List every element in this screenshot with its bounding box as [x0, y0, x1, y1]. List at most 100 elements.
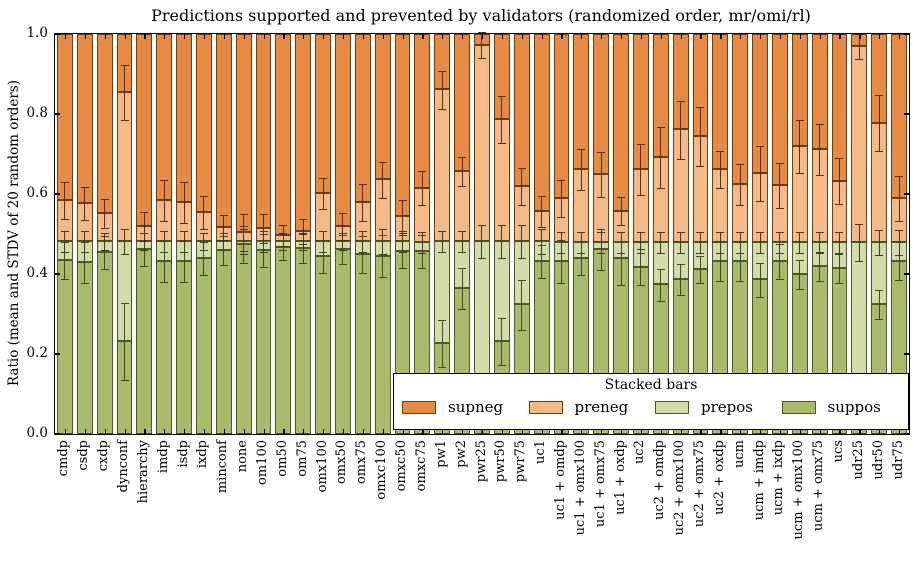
bar-segment-supneg [275, 34, 292, 236]
error-bar-preneg-top [617, 197, 625, 227]
y-tick-right [904, 433, 909, 435]
x-tick-bottom [64, 429, 67, 434]
x-tick-bottom [283, 429, 285, 434]
x-tick-top [760, 34, 762, 39]
error-bar-prepos-top [577, 231, 586, 254]
stacked-bar [194, 34, 214, 434]
error-bar-preneg-top [398, 200, 407, 234]
bar-segment-supneg [156, 34, 173, 200]
error-bar-preneg-top [855, 33, 864, 61]
x-tick-label-text: pwr50 [493, 440, 509, 483]
legend-entry-supneg: supneg [398, 398, 525, 416]
error-bar-suppos-top [756, 262, 765, 298]
x-tick-top [203, 34, 206, 39]
bar-segment-supneg [513, 34, 530, 186]
x-tick-label-text: udr75 [890, 440, 906, 480]
stacked-bar [869, 34, 889, 434]
chart-title: Predictions supported and prevented by v… [151, 6, 811, 25]
bar-segment-supneg [335, 34, 351, 226]
stacked-bar [333, 34, 353, 434]
error-bar-prepos-top [716, 231, 725, 254]
error-bar-prepos-top [597, 231, 606, 254]
legend-entries: supneg preneg prepos suppos [394, 398, 908, 416]
error-bar-prepos-top [736, 231, 745, 254]
x-tick-bottom [581, 429, 583, 434]
error-bar-preneg-top [358, 184, 367, 222]
x-tick-label-text: pwr25 [473, 440, 489, 483]
x-tick-top [740, 34, 742, 39]
x-tick-label-text: ixdp [195, 440, 211, 469]
x-tick-label-text: uc2 + omdp [652, 440, 668, 520]
stacked-bar [154, 34, 174, 434]
stacked-bar [790, 34, 810, 434]
error-bar-prepos-top [517, 224, 526, 259]
error-bar-prepos-top [656, 231, 665, 254]
x-tick-top [323, 34, 325, 39]
error-bar-preneg-top [517, 167, 526, 207]
x-tick-label-text: ucm + omx100 [791, 440, 807, 540]
error-bar-preneg-top [775, 162, 784, 209]
legend-entry-suppos: suppos [778, 398, 905, 416]
error-bar-suppos-top [795, 260, 804, 291]
y-tick-label: 0.4 [26, 265, 48, 281]
x-tick-label-text: ucm + ixdp [771, 440, 787, 516]
x-tick-bottom [799, 429, 801, 434]
error-bar-prepos-top [537, 228, 546, 255]
bar-segment-suppos [57, 260, 73, 434]
x-tick-bottom [621, 429, 623, 434]
x-tick-top [799, 34, 801, 39]
x-tick-bottom [819, 429, 821, 434]
bar-segment-suppos [354, 254, 371, 434]
x-tick-bottom [640, 429, 643, 434]
error-bar-suppos-top [815, 252, 824, 282]
y-tick-right [904, 273, 909, 275]
error-bar-preneg-top [875, 95, 884, 153]
error-bar-preneg-top [279, 225, 288, 248]
x-tick-bottom [402, 429, 404, 434]
legend-entry-label: suppos [827, 398, 881, 416]
x-tick-bottom [124, 429, 126, 434]
x-tick-bottom [482, 429, 484, 434]
error-bar-suppos-top [497, 318, 506, 366]
x-tick-label-text: minconf [215, 440, 231, 494]
x-tick-label-text: omx75 [354, 440, 370, 485]
stacked-bar [234, 34, 254, 434]
error-bar-preneg-top [239, 214, 248, 252]
error-bar-preneg-top [716, 150, 725, 189]
x-tick-bottom [521, 429, 523, 434]
x-tick-bottom [184, 429, 186, 434]
x-tick-top [263, 34, 265, 39]
x-tick-label-text: pw1 [433, 440, 449, 468]
x-tick-top [700, 34, 702, 39]
y-tick-right [904, 113, 909, 115]
error-bar-prepos-top [60, 230, 69, 253]
bar-segment-supneg [414, 34, 431, 188]
x-tick-top [581, 34, 583, 39]
error-bar-preneg-top [835, 158, 844, 206]
bar-segment-supneg [533, 34, 550, 211]
x-tick-top [124, 34, 126, 39]
x-tick-label-text: omxc50 [394, 440, 410, 492]
y-tick-left [55, 193, 60, 195]
x-tick-top [64, 34, 67, 39]
x-tick-top [104, 34, 106, 39]
bar-segment-supneg [96, 34, 113, 213]
x-tick-label-text: ucm + omx75 [811, 440, 827, 532]
bar-segment-supneg [255, 34, 272, 228]
x-tick-bottom [303, 429, 305, 434]
legend-entry-preneg: preneg [525, 398, 652, 416]
x-tick-bottom [263, 429, 265, 434]
x-tick-label-text: omxc75 [413, 440, 429, 492]
error-bar-prepos-top [100, 232, 109, 251]
x-tick-label-text: uc1 + oxdp [612, 440, 628, 515]
error-bar-suppos-top [835, 253, 844, 284]
x-tick-label-text: uc1 + omdp [552, 440, 568, 520]
x-tick-top [859, 34, 861, 39]
x-tick-bottom [462, 429, 464, 434]
error-bar-preneg-top [160, 180, 169, 222]
stacked-bar [651, 34, 671, 434]
x-tick-top [382, 34, 384, 39]
prepos-swatch [655, 400, 689, 414]
x-tick-bottom [203, 429, 206, 434]
